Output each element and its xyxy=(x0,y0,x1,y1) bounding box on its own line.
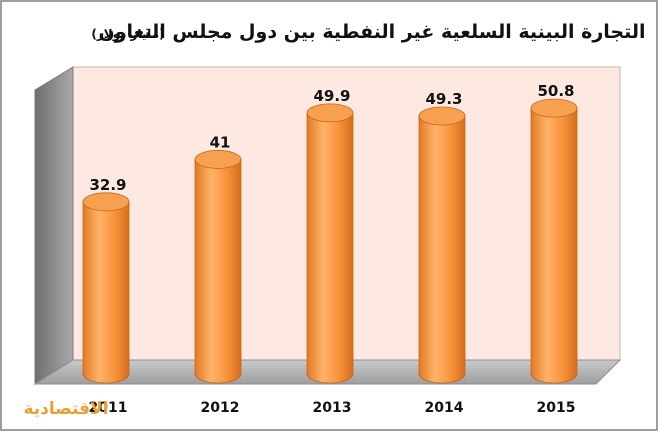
data-label: 49.9 xyxy=(313,87,350,105)
chart-side-wall xyxy=(34,66,74,385)
bar-cap xyxy=(82,192,130,212)
x-tick-label: 2011 xyxy=(89,400,128,416)
bar-cap xyxy=(194,150,242,169)
bar-2011 xyxy=(82,192,130,384)
bar-2013 xyxy=(306,103,354,384)
bar-body xyxy=(82,201,130,384)
bar-body xyxy=(306,112,354,384)
data-label: 49.3 xyxy=(425,90,462,108)
logo-wordmark: الاقتصادية xyxy=(23,399,108,419)
x-tick-label: 2014 xyxy=(425,400,464,416)
data-label: 50.8 xyxy=(537,82,574,100)
bars-layer xyxy=(82,98,578,384)
x-tick-label: 2013 xyxy=(313,400,352,416)
x-tick-label: 2012 xyxy=(201,400,240,416)
x-tick-label: 2015 xyxy=(537,400,576,416)
bar-cap xyxy=(418,106,466,126)
bar-body xyxy=(418,115,466,384)
bar-body xyxy=(530,107,578,384)
bar-2015 xyxy=(530,98,578,384)
chart-unit: (مليار دولار) xyxy=(91,27,164,42)
bar-2012 xyxy=(194,150,242,384)
bar-cap xyxy=(306,103,354,123)
data-label: 32.9 xyxy=(89,176,126,194)
bar-cap xyxy=(530,98,578,118)
labels-layer: 32.9 2011 41 2012 49.9 2013 49.3 2014 50.8 2015 xyxy=(89,82,576,416)
bar-2014 xyxy=(418,106,466,384)
chart-title: التجارة البينية السلعية غير النفطية بين … xyxy=(98,21,645,43)
data-label: 41 xyxy=(210,133,231,151)
bar-body xyxy=(194,159,242,384)
